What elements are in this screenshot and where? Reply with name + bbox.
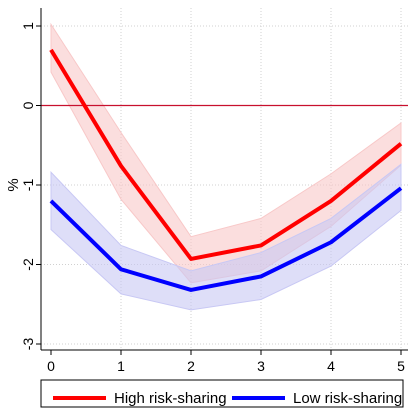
x-tick-label: 1 bbox=[117, 358, 125, 374]
series-lines bbox=[49, 48, 403, 292]
y-axis-title: % bbox=[5, 178, 22, 191]
y-tick-label: -2 bbox=[20, 258, 36, 271]
x-tick-label: 5 bbox=[397, 358, 405, 374]
x-tick-label: 2 bbox=[187, 358, 195, 374]
axes bbox=[36, 8, 408, 355]
x-tick-label: 0 bbox=[47, 358, 55, 374]
y-tick-label: -1 bbox=[20, 179, 36, 192]
y-tick-labels: -3 -2 -1 0 1 bbox=[20, 22, 36, 350]
x-tick-label: 4 bbox=[327, 358, 335, 374]
legend-label-low: Low risk-sharing bbox=[293, 390, 402, 407]
y-tick-label: -3 bbox=[20, 338, 36, 351]
series-line-low bbox=[49, 186, 403, 292]
x-tick-labels: 0 1 2 3 4 5 bbox=[47, 358, 405, 374]
legend-label-high: High risk-sharing bbox=[114, 390, 227, 407]
series-line-high bbox=[49, 48, 403, 261]
legend-box bbox=[40, 379, 404, 408]
x-tick-label: 3 bbox=[257, 358, 265, 374]
y-tick-label: 1 bbox=[20, 22, 36, 30]
legend: High risk-sharing Low risk-sharing bbox=[40, 379, 404, 408]
y-tick-label: 0 bbox=[20, 101, 36, 109]
